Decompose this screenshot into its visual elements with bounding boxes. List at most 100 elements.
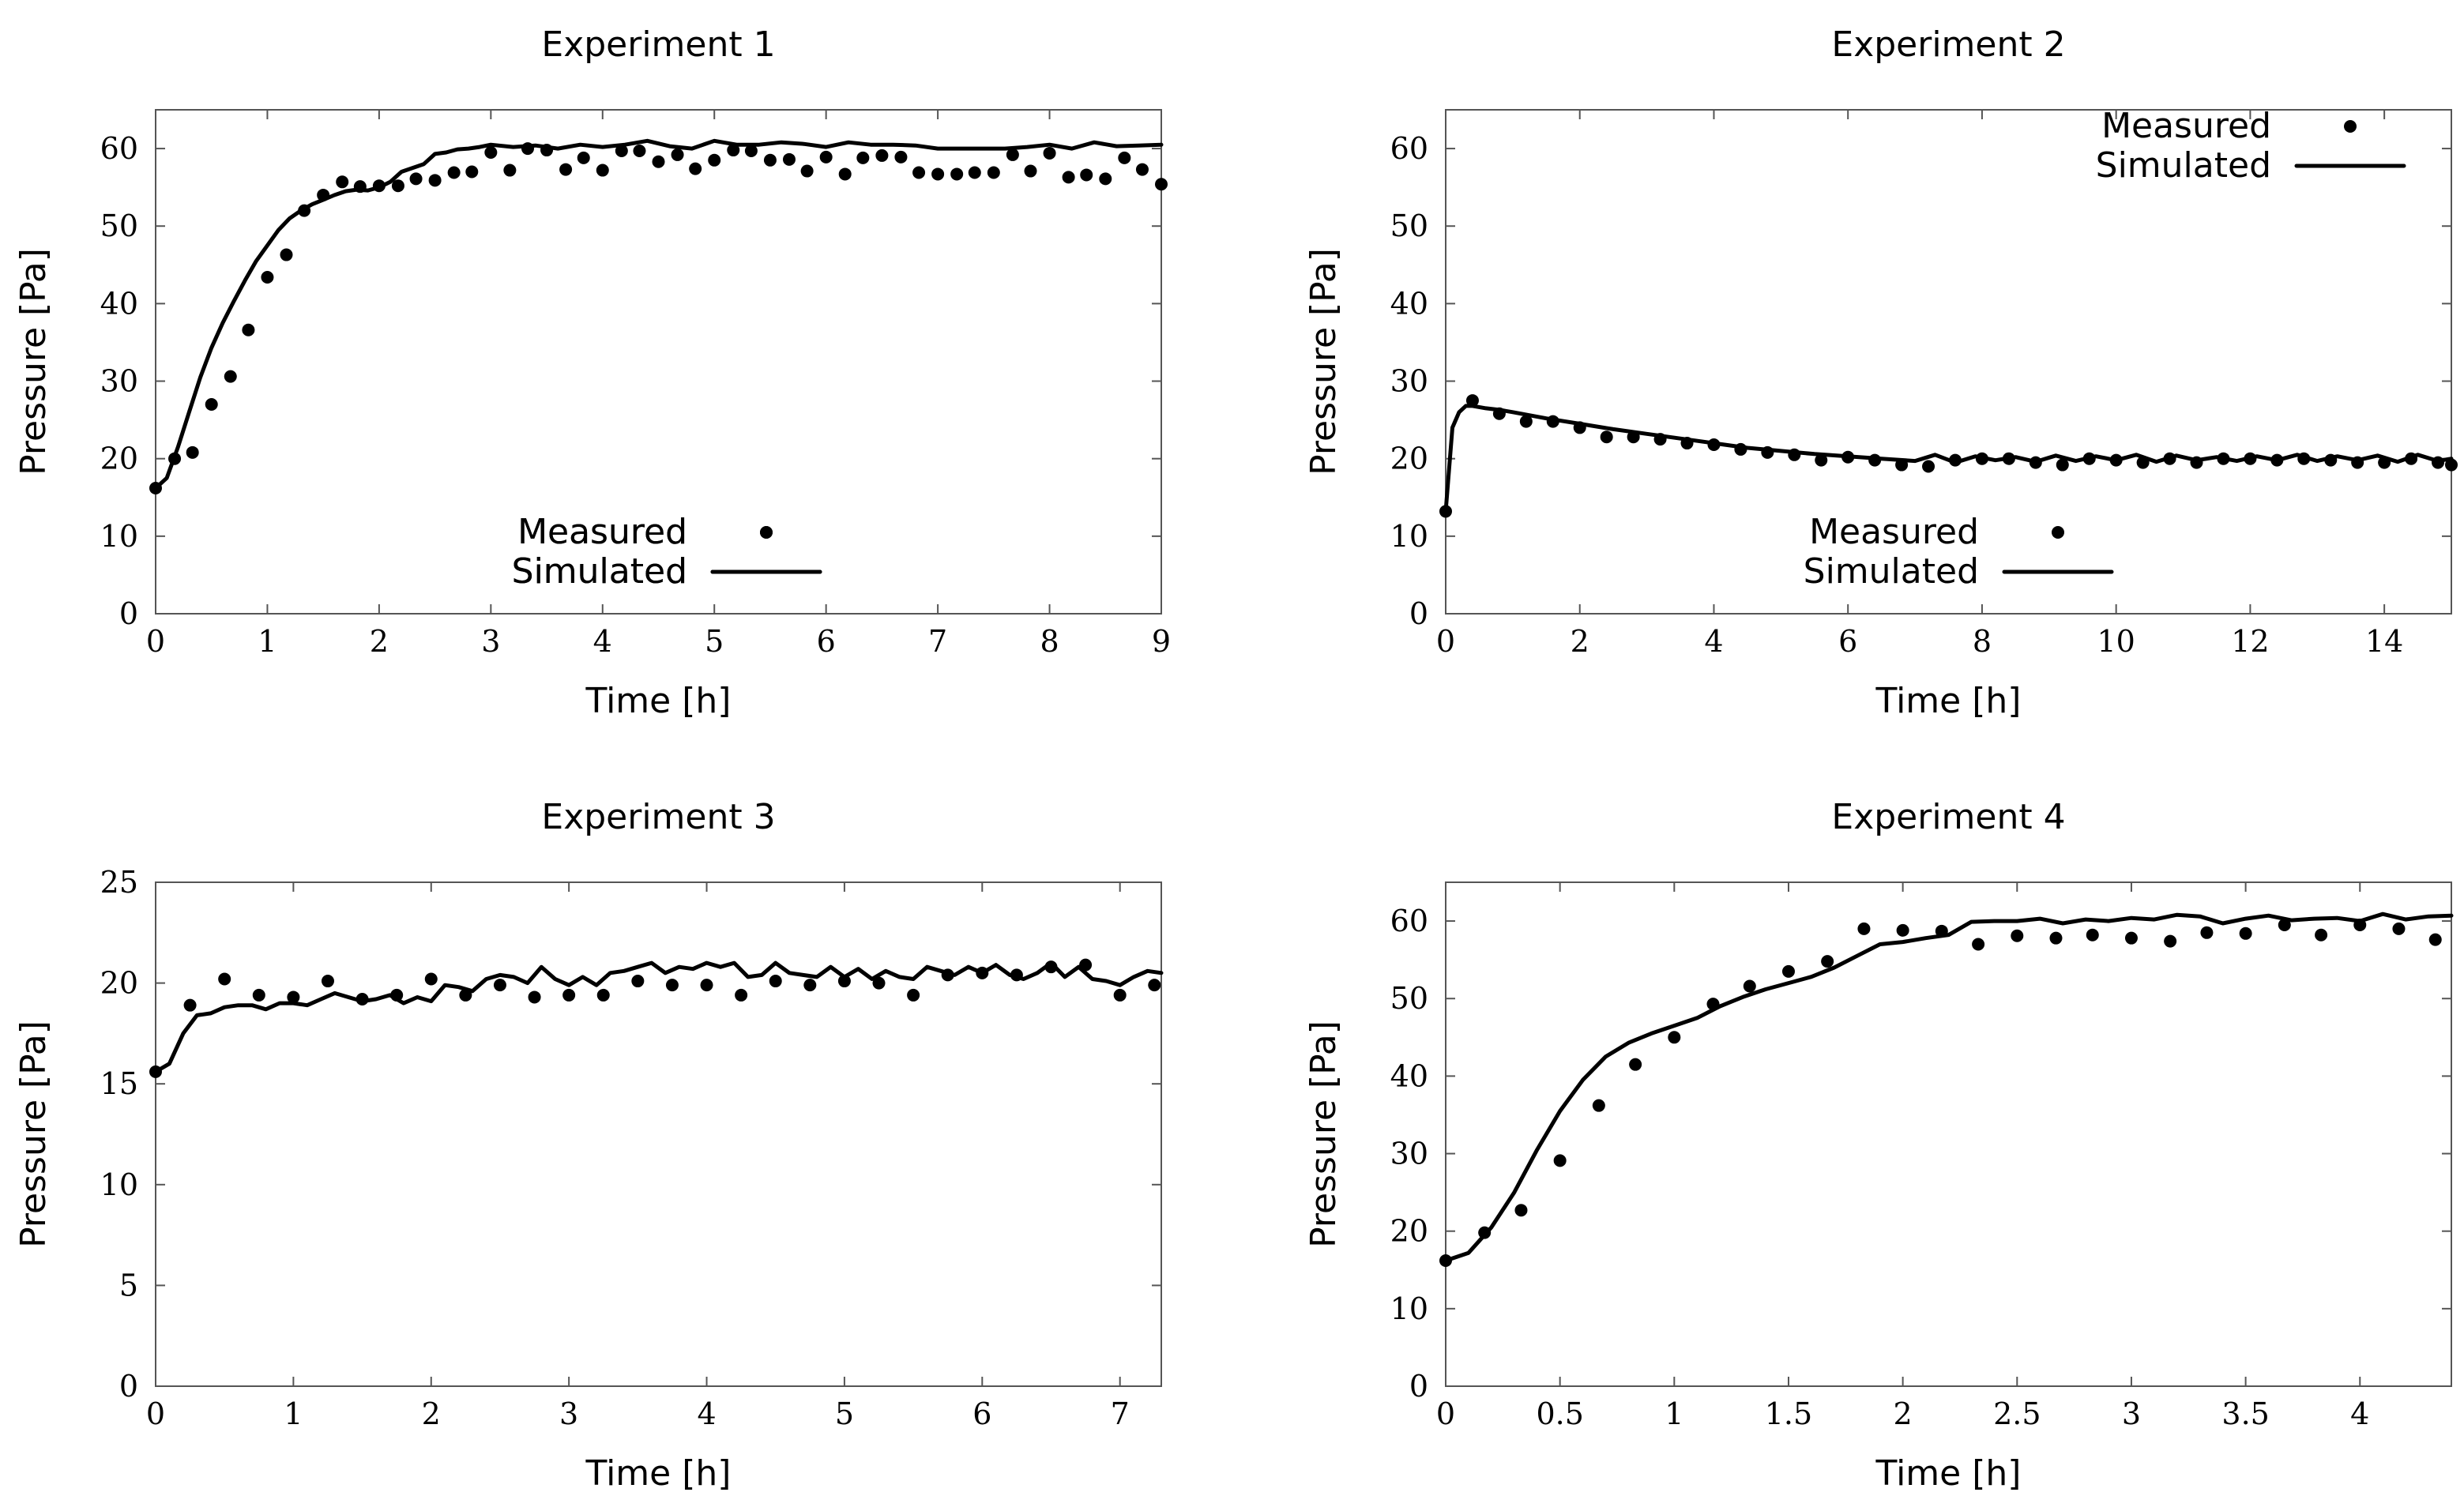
measured-data-point (894, 150, 908, 164)
measured-data-point (1629, 1058, 1642, 1071)
measured-data-point (465, 165, 479, 179)
measured-data-point (1099, 172, 1112, 186)
x-axis-label: Time [h] (585, 681, 732, 721)
measured-data-point (800, 164, 814, 178)
plot-frame (155, 881, 1162, 1387)
measured-data-point (950, 167, 964, 181)
measured-data-point (2200, 926, 2214, 939)
measured-data-point (700, 979, 713, 992)
measured-data-point (2086, 928, 2099, 942)
legend-label-simulated: Simulated (512, 551, 687, 592)
measured-data-point (1668, 1031, 1681, 1044)
measured-data-point (252, 988, 265, 1002)
measured-data-point (428, 174, 442, 187)
measured-data-point (2392, 922, 2406, 935)
measured-data-point (2164, 934, 2177, 948)
simulated-series-line (1443, 404, 2454, 513)
simulated-series-line (1443, 911, 2454, 1263)
measured-data-point (1024, 164, 1037, 178)
legend-label-simulated: Simulated (512, 551, 687, 592)
measured-data-point (615, 145, 628, 158)
measured-data-point (1857, 922, 1871, 935)
x-tick-label: 6 (972, 1396, 991, 1431)
x-axis-label: Time [h] (1875, 681, 2022, 721)
y-tick-label: 50 (1390, 209, 1428, 243)
y-tick-label: 0 (119, 1369, 138, 1404)
measured-data-point (987, 166, 1000, 179)
measured-data-point (596, 988, 610, 1002)
y-tick-label: 0 (119, 596, 138, 631)
x-tick-label: 0 (1436, 624, 1455, 659)
measured-data-point (727, 144, 740, 157)
x-tick-label: 1 (258, 624, 276, 659)
x-axis-label: Time [h] (1875, 1453, 2022, 1494)
x-tick-label: 0 (1436, 1396, 1455, 1431)
measured-data-point (559, 163, 573, 176)
measured-data-point (218, 972, 231, 986)
x-tick-label: 4 (2350, 1396, 2369, 1431)
measured-data-point (671, 148, 684, 161)
measured-data-point (2049, 931, 2063, 945)
y-tick-label: 30 (100, 364, 138, 399)
measured-data-point (1062, 171, 1075, 184)
measured-data-point (596, 164, 609, 177)
measured-data-point (186, 445, 199, 459)
x-axis-label: Time [h] (585, 1453, 732, 1494)
measured-data-point (261, 271, 274, 284)
measured-data-point (183, 998, 197, 1012)
y-axis-label: Pressure [Pa] (13, 1020, 54, 1248)
measured-data-point (2056, 458, 2069, 472)
legend-label-simulated: Simulated (2096, 145, 2271, 186)
y-tick-label: 60 (1390, 904, 1428, 938)
measured-data-point (2428, 933, 2442, 946)
x-tick-label: 0 (146, 624, 165, 659)
measured-data-point (1972, 938, 1985, 951)
measured-data-point (224, 370, 237, 383)
x-tick-label: 2 (370, 624, 389, 659)
x-tick-label: 2 (1571, 624, 1589, 659)
measured-data-point (968, 166, 981, 179)
measured-data-point (782, 152, 796, 166)
x-tick-label: 3.5 (2221, 1396, 2269, 1431)
x-tick-label: 5 (835, 1396, 854, 1431)
measured-data-point (528, 990, 541, 1004)
measured-data-point (735, 988, 748, 1002)
measured-data-point (1043, 146, 1056, 160)
x-tick-label: 8 (1040, 624, 1059, 659)
measured-data-point (763, 153, 777, 167)
measured-data-point (1155, 178, 1168, 191)
x-tick-label: 5 (705, 624, 724, 659)
x-tick-label: 3 (481, 624, 500, 659)
measured-data-point (838, 167, 852, 181)
measured-data-point (803, 979, 817, 992)
x-tick-label: 12 (2231, 624, 2269, 659)
measured-data-point (1465, 394, 1479, 408)
measured-data-point (1148, 979, 1161, 992)
measured-data-point (503, 164, 517, 177)
y-tick-label: 40 (100, 286, 138, 321)
plot-frame (1445, 881, 2452, 1387)
x-tick-label: 0.5 (1536, 1396, 1583, 1431)
measured-data-point (242, 323, 255, 336)
y-tick-label: 5 (119, 1268, 138, 1302)
measured-data-point (1514, 1204, 1528, 1217)
measured-data-point (287, 990, 300, 1004)
measured-data-point (562, 988, 576, 1002)
chart-panel-4: Experiment 40 0.5 1 1.5 2 2.5 3 3.5 401020304050… (1303, 512, 2454, 1494)
y-tick-label: 0 (1409, 1369, 1428, 1404)
x-tick-label: 1 (1665, 1396, 1683, 1431)
measured-data-point (631, 975, 645, 988)
measured-data-point (1922, 460, 1935, 473)
measured-data-point (837, 975, 851, 988)
measured-data-point (424, 972, 438, 986)
measured-data-point (280, 248, 293, 261)
y-tick-label: 60 (1390, 131, 1428, 166)
measured-data-point (205, 397, 218, 411)
y-tick-label: 40 (1390, 1058, 1428, 1093)
measured-data-point (689, 162, 702, 175)
measured-data-point (633, 145, 646, 158)
